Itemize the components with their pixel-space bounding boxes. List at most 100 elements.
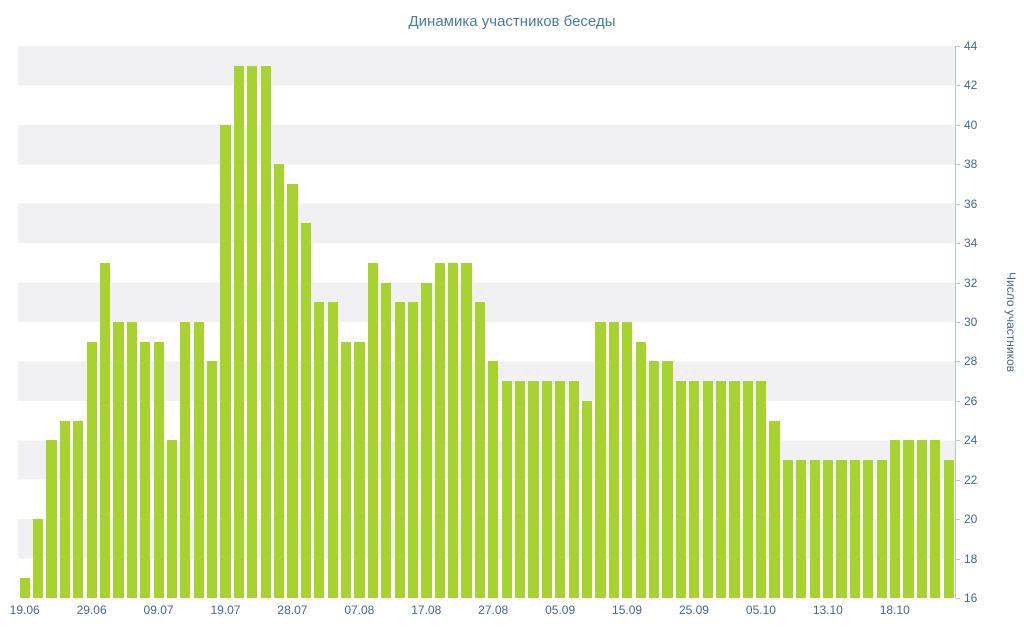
bar[interactable]: [488, 361, 499, 598]
y-axis-tick: [956, 46, 960, 47]
bar[interactable]: [796, 460, 807, 598]
bar[interactable]: [287, 184, 298, 598]
bar[interactable]: [689, 381, 700, 598]
bar[interactable]: [220, 124, 231, 598]
bar[interactable]: [809, 460, 820, 598]
bar[interactable]: [729, 381, 740, 598]
chart-title: Динамика участников беседы: [408, 13, 616, 30]
bar[interactable]: [394, 302, 405, 598]
y-axis-tick: [956, 361, 960, 363]
bar[interactable]: [434, 262, 445, 598]
bar[interactable]: [930, 440, 941, 598]
plot-area: [18, 46, 955, 598]
y-axis-tick: [956, 400, 960, 402]
bar[interactable]: [166, 440, 178, 598]
y-axis-tick: [956, 479, 960, 481]
bar[interactable]: [782, 460, 794, 598]
bar[interactable]: [274, 164, 285, 598]
bar[interactable]: [180, 322, 191, 598]
x-tick-label: 09.07: [143, 603, 174, 617]
bars-container: [18, 46, 955, 598]
x-tick-label: 05.10: [745, 603, 776, 617]
bar[interactable]: [354, 341, 365, 598]
bar[interactable]: [635, 341, 646, 598]
bar[interactable]: [849, 460, 861, 598]
bar[interactable]: [836, 460, 847, 598]
bar[interactable]: [876, 460, 887, 598]
y-tick-label: 18: [964, 551, 978, 566]
bar[interactable]: [823, 460, 834, 598]
x-tick-label: 18.10: [879, 603, 910, 617]
bar[interactable]: [662, 361, 673, 598]
bar[interactable]: [756, 381, 767, 598]
x-tick-label: 15.09: [612, 603, 643, 617]
bar[interactable]: [407, 302, 419, 598]
x-tick-label: 25.09: [678, 603, 709, 617]
bar[interactable]: [207, 361, 218, 598]
x-axis: 19.06 29.06 09.07 19.07 28.07 07.08 17.08 27.08…: [10, 600, 955, 622]
bar[interactable]: [568, 381, 579, 598]
bar[interactable]: [515, 381, 526, 598]
bar[interactable]: [555, 381, 566, 598]
bar[interactable]: [474, 302, 486, 598]
bar[interactable]: [314, 302, 325, 598]
y-tick-label: 34: [964, 236, 978, 251]
bar[interactable]: [233, 65, 245, 598]
bar[interactable]: [608, 322, 619, 598]
bar[interactable]: [153, 341, 164, 598]
bar[interactable]: [19, 578, 30, 598]
bar[interactable]: [99, 262, 111, 598]
y-tick-label: 32: [964, 275, 978, 290]
bar[interactable]: [260, 65, 271, 598]
bar[interactable]: [59, 420, 70, 598]
y-tick-label: 24: [964, 433, 978, 448]
bar[interactable]: [247, 65, 258, 598]
y-tick-label: 22: [964, 472, 978, 487]
y-tick-label: 26: [964, 393, 978, 408]
bar[interactable]: [367, 262, 378, 598]
y-axis-tick: [956, 440, 960, 442]
y-tick-label: 38: [964, 157, 978, 172]
bar[interactable]: [742, 381, 753, 598]
bar[interactable]: [86, 341, 97, 598]
bar[interactable]: [126, 322, 137, 598]
bar[interactable]: [340, 341, 352, 598]
x-tick-label: 19.06: [9, 603, 40, 617]
bar[interactable]: [193, 322, 204, 598]
bar[interactable]: [595, 322, 606, 598]
y-axis-tick: [956, 282, 960, 284]
bar[interactable]: [140, 341, 151, 598]
bar[interactable]: [943, 460, 954, 598]
bar[interactable]: [715, 381, 727, 598]
x-tick-label: 13.10: [812, 603, 843, 617]
bar[interactable]: [421, 282, 432, 598]
bar[interactable]: [32, 519, 44, 598]
y-tick-label: 36: [964, 196, 978, 211]
bar[interactable]: [903, 440, 914, 598]
y-axis-tick: [956, 322, 960, 323]
y-tick-label: 44: [964, 39, 978, 53]
bar[interactable]: [889, 440, 901, 598]
bar[interactable]: [528, 381, 539, 598]
bar[interactable]: [461, 262, 472, 598]
bar[interactable]: [501, 381, 512, 598]
bar[interactable]: [769, 420, 780, 598]
bar[interactable]: [916, 440, 927, 598]
y-tick-label: 42: [964, 78, 978, 93]
bar[interactable]: [73, 420, 84, 598]
bar[interactable]: [381, 282, 392, 598]
x-tick-label: 07.08: [344, 603, 375, 617]
bar[interactable]: [675, 381, 686, 598]
bar[interactable]: [327, 302, 338, 598]
bar[interactable]: [46, 440, 57, 598]
bar[interactable]: [541, 381, 553, 598]
bar[interactable]: [863, 460, 874, 598]
bar[interactable]: [622, 322, 633, 598]
bar[interactable]: [582, 400, 593, 598]
bar[interactable]: [702, 381, 713, 598]
bar[interactable]: [648, 361, 660, 598]
bar[interactable]: [448, 262, 459, 598]
y-axis-tick: [956, 164, 960, 166]
bar[interactable]: [300, 223, 311, 598]
bar[interactable]: [113, 322, 124, 598]
